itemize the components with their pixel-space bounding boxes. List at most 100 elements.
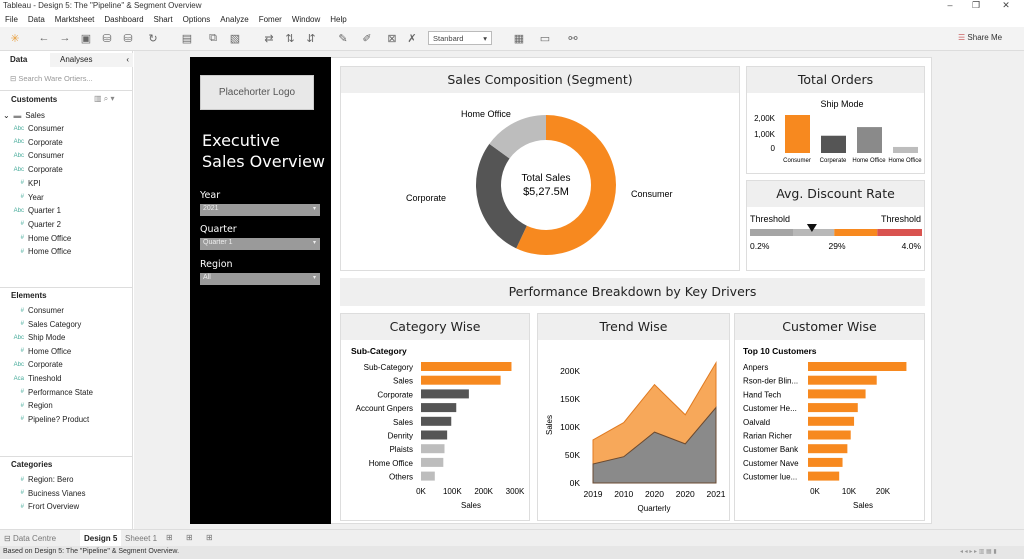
field-item[interactable]: # Home Office xyxy=(12,247,72,256)
tab-analyses-label: Analyses xyxy=(60,55,93,64)
labels-icon[interactable]: ⊠ xyxy=(387,33,397,45)
menu-shart[interactable]: Shart xyxy=(153,15,173,24)
field-item[interactable]: # KPI xyxy=(12,179,41,188)
menu-marktsheet[interactable]: Marktsheet xyxy=(54,15,95,24)
filter-year-select[interactable]: 2021 ▾ xyxy=(200,204,320,216)
x-tick-label: 200K xyxy=(474,487,493,496)
x-tick-label: 0K xyxy=(416,487,426,496)
field-item[interactable]: # Performance State xyxy=(12,388,93,397)
new-story-icon[interactable]: ⊞ xyxy=(206,533,213,542)
minimize-button[interactable]: – xyxy=(947,0,953,10)
search-input[interactable]: ⊟ Search Ware Ortiers... xyxy=(10,74,93,83)
menu-options[interactable]: Options xyxy=(182,15,211,24)
tab-sheet-1[interactable]: Sheeet 1 xyxy=(125,534,158,543)
filter-region-label: Region xyxy=(200,259,233,270)
folder-sales[interactable]: ⌄ ▬ Sales xyxy=(3,111,45,120)
menu-dashboard[interactable]: Dashboard xyxy=(104,15,144,24)
refresh-icon[interactable]: ↻ xyxy=(148,33,158,45)
tab-data-source[interactable]: ⊟ Data Centre xyxy=(4,534,57,543)
highlight-icon[interactable]: ✎ xyxy=(338,33,348,45)
field-item[interactable]: # Quarter 2 xyxy=(12,220,61,229)
share-icon[interactable]: ⚯ xyxy=(568,33,578,45)
clear-sheet-icon[interactable]: ▧ xyxy=(229,33,241,45)
field-item[interactable]: # Home Office xyxy=(12,347,72,356)
title-bar: Tableau - Design 5: The "Pipeline" & Seg… xyxy=(0,0,1024,12)
menu-fomer[interactable]: Fomer xyxy=(258,15,282,24)
field-item[interactable]: # Consumer xyxy=(12,306,64,315)
gauge-tick: 29% xyxy=(828,241,845,251)
show-cards-icon[interactable]: ▦ xyxy=(513,33,525,45)
filter-region-value: All xyxy=(203,274,211,281)
field-item[interactable]: # Year xyxy=(12,193,44,202)
sort-desc-icon[interactable]: ⇵ xyxy=(306,33,316,45)
bar xyxy=(808,457,843,467)
field-item[interactable]: # Buciness Vianes xyxy=(12,489,86,498)
gauge-tick: 4.0% xyxy=(902,241,922,251)
restore-button[interactable]: ❐ xyxy=(971,0,981,10)
trend-chart: 0K 50K 100K 150K 200K 2019 2010 2020 2020 2021 Qua… xyxy=(545,360,726,513)
bar xyxy=(785,115,810,153)
category-label: Corporate xyxy=(377,390,413,399)
collapse-icon[interactable]: ‹ xyxy=(126,55,129,64)
duplicate-icon[interactable]: ⧉ xyxy=(209,32,217,44)
menu-analyze[interactable]: Analyze xyxy=(220,15,249,24)
sort-asc-icon[interactable]: ⇅ xyxy=(285,33,295,45)
menu-help[interactable]: Help xyxy=(330,15,347,24)
category-label: Sub-Category xyxy=(364,363,413,372)
new-sheet-icon[interactable]: ▤ xyxy=(181,33,193,45)
x-axis-label: Sales xyxy=(461,501,481,510)
datasource-icon[interactable]: ⛁ xyxy=(102,33,112,45)
field-item[interactable]: # Pipeline? Product xyxy=(12,415,89,424)
field-item[interactable]: Abc Consumer xyxy=(12,124,64,133)
field-item[interactable]: Abc Quarter 1 xyxy=(12,206,61,215)
menu-file[interactable]: File xyxy=(5,15,18,24)
field-item[interactable]: # Region xyxy=(12,401,53,410)
divider xyxy=(0,90,133,91)
tab-design-5[interactable]: Design 5 xyxy=(80,530,122,546)
field-item[interactable]: Abc Corporate xyxy=(12,138,63,147)
field-item[interactable]: # Home Office xyxy=(12,234,72,243)
field-item[interactable]: # Frort Overview xyxy=(12,502,79,511)
field-item[interactable]: Abc Ship Mode xyxy=(12,333,66,342)
new-dashboard-icon[interactable]: ⊞ xyxy=(186,533,193,542)
panel-total-orders: Total Orders Ship Mode 2,00K 1,00K 0 Consume… xyxy=(746,66,925,174)
tab-analyses[interactable]: Analyses ‹ xyxy=(50,53,133,67)
y-tick-label: 100K xyxy=(560,422,580,432)
back-icon[interactable]: ← xyxy=(38,32,50,44)
presentation-icon[interactable]: ▭ xyxy=(539,33,551,45)
field-item[interactable]: Abc Corporate xyxy=(12,165,63,174)
gauge-segment xyxy=(750,229,793,236)
divider xyxy=(0,287,133,288)
bar xyxy=(808,375,877,385)
menu-window[interactable]: Window xyxy=(291,15,321,24)
view-icons[interactable]: ▥ ⌕ ▾ xyxy=(94,94,115,103)
new-sheet-icon[interactable]: ⊞ xyxy=(166,533,173,542)
number-field-icon: # xyxy=(20,402,24,409)
share-button[interactable]: ☰ Share Me xyxy=(958,33,1002,42)
filter-region-select[interactable]: All ▾ xyxy=(200,273,320,285)
field-item[interactable]: # Region: Bero xyxy=(12,475,74,484)
menu-data[interactable]: Data xyxy=(27,15,45,24)
field-item[interactable]: Aca Tineshold xyxy=(12,374,62,383)
filter-quarter-select[interactable]: Quarter 1 ▾ xyxy=(200,238,320,250)
new-datasource-icon[interactable]: ⛁ xyxy=(123,33,133,45)
category-label: Anpers xyxy=(743,363,768,372)
tab-data[interactable]: Data xyxy=(10,55,28,64)
field-label: Year xyxy=(28,192,44,202)
close-button[interactable]: ✕ xyxy=(1002,0,1010,10)
category-label: Denrity xyxy=(388,432,413,441)
menu-bar: File Data Marktsheet Dashboard Shart Options A… xyxy=(0,12,1024,27)
swap-icon[interactable]: ⇄ xyxy=(264,33,274,45)
nav-arrows-icon[interactable]: ◂ ◂ ▸ ▸ ▥ ▦ ▮ xyxy=(960,549,997,555)
field-label: Quarter 1 xyxy=(28,206,61,216)
forward-icon[interactable]: → xyxy=(59,32,71,44)
category-label: Hand Tech xyxy=(743,390,781,399)
pin-icon[interactable]: ✗ xyxy=(407,33,417,45)
bar xyxy=(893,146,918,153)
annotate-icon[interactable]: ✐ xyxy=(362,33,372,45)
field-item[interactable]: Abc Corporate xyxy=(12,360,63,369)
fit-select[interactable]: Stanbard ▾ xyxy=(428,31,492,45)
save-icon[interactable]: ▣ xyxy=(80,33,92,45)
field-item[interactable]: # Sales Category xyxy=(12,320,82,329)
field-item[interactable]: Abc Consumer xyxy=(12,151,64,160)
